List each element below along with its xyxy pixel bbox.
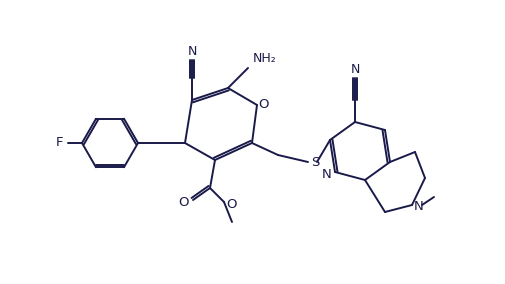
Text: N: N bbox=[413, 199, 423, 212]
Text: NH₂: NH₂ bbox=[252, 51, 276, 64]
Text: F: F bbox=[56, 137, 64, 149]
Text: N: N bbox=[322, 168, 331, 181]
Text: O: O bbox=[258, 99, 269, 112]
Text: O: O bbox=[178, 197, 189, 210]
Text: O: O bbox=[226, 197, 237, 210]
Text: N: N bbox=[349, 62, 359, 76]
Text: N: N bbox=[187, 45, 196, 57]
Text: S: S bbox=[310, 156, 319, 168]
